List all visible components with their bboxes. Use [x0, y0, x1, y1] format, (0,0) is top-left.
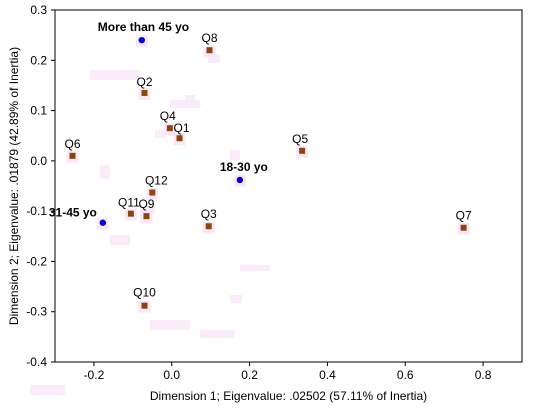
- label-q8: Q8: [201, 31, 217, 45]
- x-axis-ticks: -0.2 0.0 0.2 0.4 0.6 0.8: [84, 362, 492, 382]
- x-axis-title: Dimension 1; Eigenvalue: .02502 (57.11% …: [150, 389, 427, 403]
- point-q7: [460, 224, 467, 231]
- label-q11: Q11: [118, 196, 140, 210]
- point-q12: [149, 189, 156, 196]
- label-31-45-yo: 31-45 yo: [49, 206, 97, 220]
- background-smudge: [185, 95, 195, 103]
- data-points: [66, 35, 470, 313]
- background-smudge: [100, 165, 110, 179]
- y-axis-title: Dimension 2; Eigenvalue: .01879 (42.89% …: [7, 47, 21, 325]
- y-tick-label: 0.2: [30, 53, 47, 67]
- y-tick-label: 0.1: [30, 104, 47, 118]
- x-tick-label: 0.8: [475, 368, 492, 382]
- y-tick-label: -0.4: [26, 355, 47, 369]
- point-q1: [176, 135, 183, 142]
- x-tick-label: 0.2: [241, 368, 258, 382]
- label-18-30-yo: 18-30 yo: [220, 160, 268, 174]
- point-q4: [166, 125, 173, 132]
- background-smudge: [200, 330, 235, 338]
- background-artifacts: [30, 55, 270, 395]
- plot-area-frame: [54, 9, 523, 363]
- point-q3: [205, 223, 212, 230]
- label-q9: Q9: [138, 197, 154, 211]
- point-labels: Q1 Q2 Q3 Q4 Q5 Q6 Q7 Q8 Q9 Q10 Q11 Q12 More than 45 …: [49, 20, 472, 300]
- label-q7: Q7: [456, 209, 472, 223]
- background-smudge: [140, 205, 155, 213]
- y-tick-label: 0.0: [30, 154, 47, 168]
- background-smudge: [90, 70, 140, 80]
- background-smudge: [30, 385, 65, 395]
- label-q3: Q3: [201, 207, 217, 221]
- label-q2: Q2: [137, 75, 153, 89]
- background-smudge: [208, 55, 220, 63]
- label-q4: Q4: [160, 109, 176, 123]
- point-q9: [143, 213, 150, 220]
- background-smudge: [110, 235, 130, 245]
- y-tick-label: -0.2: [26, 254, 47, 268]
- label-q5: Q5: [292, 132, 308, 146]
- x-tick-label: 0.4: [319, 368, 336, 382]
- background-smudge: [170, 100, 200, 108]
- background-smudge: [230, 150, 240, 160]
- point-q10: [141, 302, 148, 309]
- x-tick-label: 0.0: [163, 368, 180, 382]
- y-tick-label: -0.1: [26, 204, 47, 218]
- background-smudge: [230, 295, 242, 303]
- point-31-45-yo: [99, 219, 107, 226]
- y-tick-label: -0.3: [26, 305, 47, 319]
- point-q2: [141, 89, 148, 96]
- background-smudge: [240, 265, 270, 271]
- point-q5: [299, 147, 306, 154]
- point-q11: [127, 210, 134, 217]
- label-q1: Q1: [174, 121, 190, 135]
- y-axis-ticks: 0.3 0.2 0.1 0.0 -0.1 -0.2 -0.3 -0.4: [26, 3, 55, 369]
- label-more-than-45-yo: More than 45 yo: [98, 20, 189, 34]
- point-more-than-45-yo: [138, 36, 145, 44]
- label-q12: Q12: [145, 174, 168, 188]
- x-tick-label: -0.2: [84, 368, 105, 382]
- background-smudge: [150, 320, 190, 330]
- background-smudge: [155, 130, 165, 138]
- point-q8: [206, 47, 213, 54]
- point-18-30-yo: [236, 176, 244, 184]
- label-q10: Q10: [133, 286, 156, 300]
- x-tick-label: 0.6: [397, 368, 414, 382]
- label-q6: Q6: [65, 137, 81, 151]
- y-tick-label: 0.3: [30, 3, 47, 17]
- point-q6: [69, 152, 76, 159]
